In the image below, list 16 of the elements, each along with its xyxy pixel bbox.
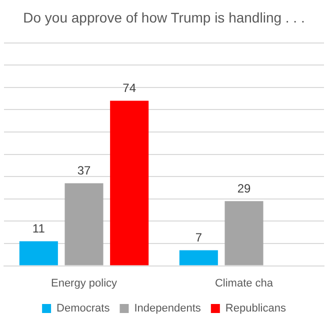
bar — [19, 241, 58, 266]
chart-title: Do you approve of how Trump is handling . . . — [23, 9, 305, 26]
data-label: 7 — [195, 230, 202, 245]
bar — [110, 100, 149, 266]
bar — [64, 183, 104, 266]
x-tick-label: Climate cha — [214, 277, 274, 290]
data-label: 37 — [77, 164, 91, 178]
data-label: 29 — [237, 181, 251, 196]
data-label: 74 — [122, 81, 136, 96]
legend-label: Republicans — [225, 302, 286, 315]
legend-label: Independents — [134, 302, 202, 315]
bar — [224, 201, 264, 266]
data-label: 11 — [32, 222, 46, 236]
bar — [179, 250, 218, 266]
legend-label: Democrats — [56, 302, 110, 315]
x-tick-label: Energy policy — [50, 277, 118, 290]
